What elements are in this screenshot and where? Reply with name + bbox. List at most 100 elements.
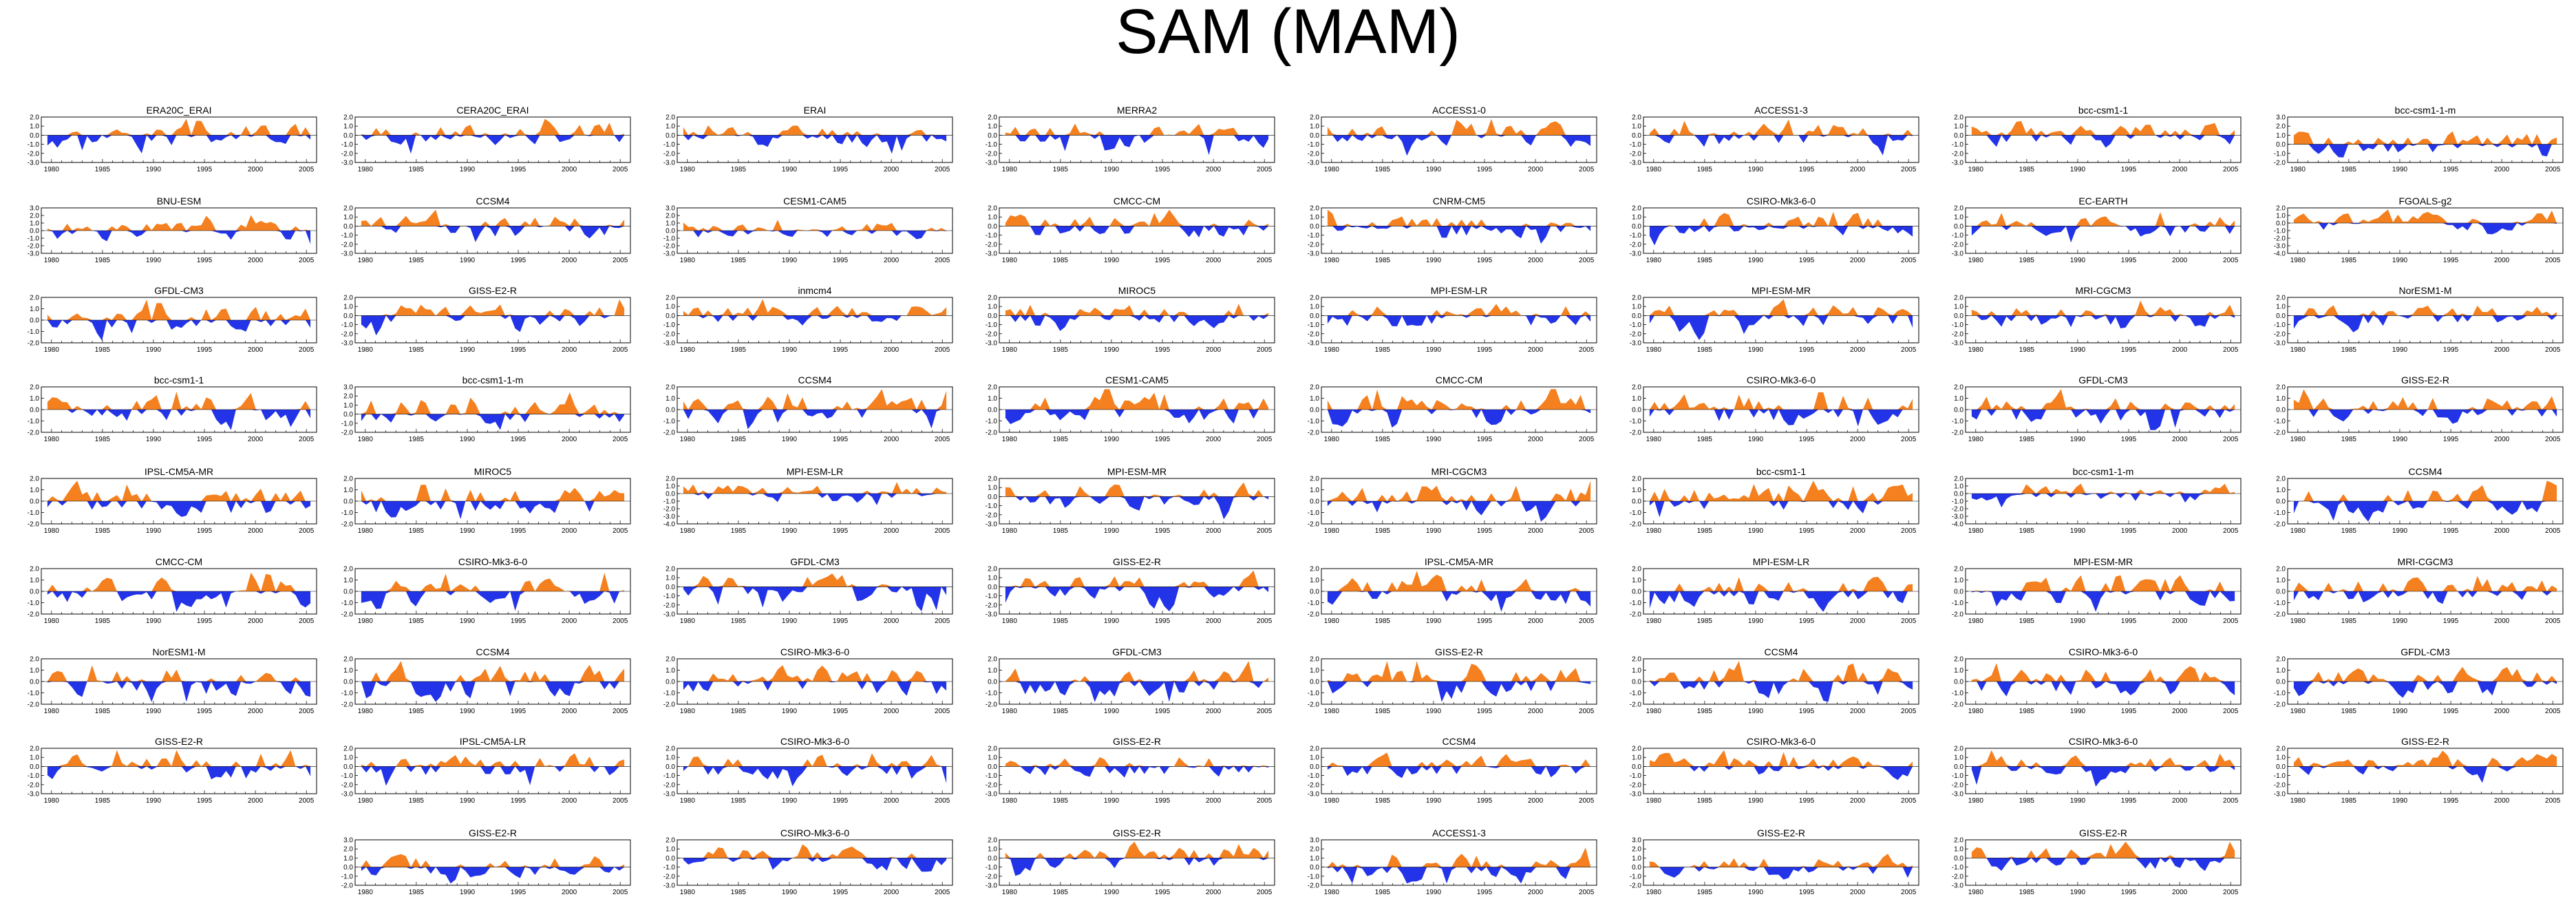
panel-title: MRI-CGCM3 [2398, 556, 2453, 567]
x-tick-label: 2000 [1850, 797, 1866, 805]
y-tick-label: -3.0 [2274, 340, 2286, 348]
x-tick-label: 2000 [2172, 708, 2188, 715]
negative-area [683, 231, 947, 240]
x-tick-label: 1985 [95, 436, 111, 443]
negative-area [1005, 766, 1269, 778]
y-tick-label: -2.0 [663, 430, 676, 437]
panel-chart: GISS-E2-R 2.01.00.0-1.0-2.0 -3.0 1980 1985 19… [2274, 736, 2564, 805]
x-tick-label: 1995 [833, 346, 849, 354]
x-tick-label: 2005 [1901, 889, 1917, 896]
panel-chart: CSIRO-Mk3-6-0 2.01.00.0-1.0-2.0 -3.0 1980 19… [1630, 196, 1919, 264]
x-tick-label: 1985 [1053, 797, 1069, 805]
x-tick-label: 1985 [1053, 617, 1069, 625]
y-tick-label: 0.0 [988, 679, 997, 686]
x-tick-label: 1995 [1799, 527, 1815, 535]
x-tick-label: 1985 [1053, 889, 1069, 896]
x-tick-label: 2005 [1579, 436, 1595, 443]
x-tick-label: 1980 [1968, 889, 1984, 896]
y-tick-label: 1.0 [988, 123, 997, 131]
y-tick-label: -2.0 [986, 602, 998, 609]
y-tick-label: 1.0 [1310, 855, 1319, 863]
plot-frame [999, 568, 1275, 615]
y-tick-label: 0.0 [2276, 220, 2286, 228]
y-tick-label: -2.0 [1630, 330, 1642, 338]
y-tick-label: -2.0 [341, 241, 354, 249]
panel-title: ACCESS1-3 [1754, 105, 1808, 116]
x-tick-label: 1990 [782, 257, 798, 264]
x-tick-label: 1980 [44, 527, 60, 535]
plot-frame [677, 748, 953, 794]
y-tick-label: 1.0 [343, 304, 353, 311]
panel-title: MPI-ESM-LR [787, 466, 843, 477]
x-tick-label: 1990 [1748, 346, 1764, 354]
y-tick-label: -1.0 [1308, 873, 1320, 880]
x-tick-label: 2000 [1850, 889, 1866, 896]
y-tick-label: -1.0 [1630, 141, 1642, 149]
x-tick-label: 2000 [248, 436, 264, 443]
y-tick-label: 1.0 [666, 754, 675, 762]
plot-frame [677, 478, 953, 525]
x-tick-label: 1980 [1002, 527, 1018, 535]
positive-area [683, 573, 947, 587]
x-tick-label: 2005 [2223, 436, 2239, 443]
x-tick-label: 1995 [1799, 617, 1815, 625]
y-tick-label: -2.0 [1952, 701, 1964, 709]
panel-title: bcc-csm1-1-m [462, 374, 524, 385]
y-tick-label: 0.0 [1954, 407, 1963, 414]
x-tick-label: 1985 [2341, 346, 2357, 354]
y-tick-label: -1.0 [1308, 690, 1320, 697]
y-tick-label: -3.0 [986, 611, 998, 619]
y-tick-label: -1.0 [1630, 321, 1642, 329]
y-tick-label: -1.0 [663, 772, 676, 780]
x-tick-label: 1985 [409, 708, 425, 715]
x-tick-label: 1990 [460, 708, 476, 715]
y-tick-label: -2.0 [986, 511, 998, 519]
y-tick-label: -2.0 [2274, 160, 2286, 167]
panel-title: GFDL-CM3 [2401, 646, 2450, 657]
x-tick-label: 1995 [1477, 436, 1493, 443]
x-tick-label: 2005 [1579, 257, 1595, 264]
x-tick-label: 1980 [2290, 166, 2306, 173]
panel-chart: CSIRO-Mk3-6-0 2.01.00.0-1.0-2.0 -3.0 1980 19… [663, 736, 953, 805]
panel-title: CERA20C_ERAI [456, 105, 529, 116]
x-tick-label: 2005 [1257, 527, 1273, 535]
x-tick-label: 1985 [95, 708, 111, 715]
y-tick-label: 1.0 [988, 846, 997, 854]
x-tick-label: 1990 [2070, 527, 2086, 535]
x-tick-label: 1980 [1646, 346, 1662, 354]
y-tick-label: 2.0 [30, 746, 39, 753]
x-tick-label: 1985 [1697, 436, 1713, 443]
positive-area [683, 299, 947, 316]
x-tick-label: 1985 [409, 257, 425, 264]
x-tick-label: 1985 [95, 797, 111, 805]
x-tick-label: 2005 [1579, 889, 1595, 896]
panel-title: MPI-ESM-LR [1753, 556, 1809, 567]
panel-chart: inmcm4 2.0 1.0 0.0-1.0-2.0 -3.0 1980 1985 1990 1… [663, 285, 953, 354]
x-tick-label: 1985 [1697, 346, 1713, 354]
negative-area [1327, 766, 1591, 779]
y-tick-label: -3.0 [1952, 883, 1964, 890]
plot-frame [1965, 478, 2242, 525]
x-tick-label: 1995 [2121, 708, 2137, 715]
x-tick-label: 2000 [1206, 257, 1222, 264]
panel-title: bcc-csm1-1 [1756, 466, 1807, 477]
x-tick-label: 1990 [1426, 708, 1442, 715]
y-tick-label: 2.0 [988, 476, 997, 483]
y-tick-label: 2.0 [666, 295, 675, 302]
panel-2-0: GFDL-CM3 2.0 1.0 0.0 -1.0 -2.0 1980 1985 1990 199… [28, 285, 317, 357]
positive-area [47, 215, 311, 231]
y-tick-label: -2.0 [1952, 241, 1964, 249]
y-tick-label: 1.0 [1310, 667, 1319, 675]
y-tick-label: -1.0 [663, 690, 676, 697]
x-tick-label: 1995 [1155, 346, 1171, 354]
x-tick-label: 2005 [935, 166, 950, 173]
negative-area [1649, 867, 1913, 880]
x-tick-label: 2000 [1528, 797, 1544, 805]
y-tick-label: 0.0 [1954, 679, 1963, 686]
y-tick-label: 1.0 [1632, 123, 1641, 131]
x-tick-label: 1985 [1375, 166, 1391, 173]
x-tick-label: 1985 [2341, 797, 2357, 805]
positive-area [47, 480, 311, 501]
y-tick-label: -2.0 [1308, 883, 1320, 890]
plot-frame [999, 478, 1275, 525]
